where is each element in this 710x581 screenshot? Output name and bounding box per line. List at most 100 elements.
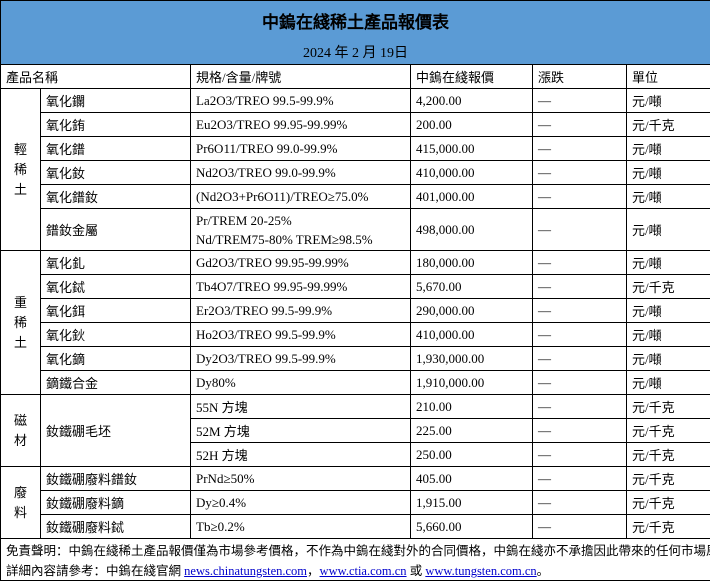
- report-date: 2024 年 2 月 19日: [1, 41, 710, 65]
- unit: 元/噸: [627, 185, 710, 209]
- unit: 元/噸: [627, 209, 710, 251]
- product-spec: Pr/TREM 20-25%Nd/TREM75-80% TREM≥98.5%: [191, 209, 411, 251]
- product-spec: Dy80%: [191, 371, 411, 395]
- price-change: —: [533, 347, 627, 371]
- price: 5,670.00: [411, 275, 533, 299]
- price-change: —: [533, 419, 627, 443]
- reference-line: 詳細內容請參考：中鎢在綫官網 news.chinatungsten.com，ww…: [1, 560, 710, 581]
- product-name: 氧化釓: [41, 251, 191, 275]
- product-spec: Er2O3/TREO 99.5-99.9%: [191, 299, 411, 323]
- price-change: —: [533, 323, 627, 347]
- price: 405.00: [411, 467, 533, 491]
- product-spec: La2O3/TREO 99.5-99.9%: [191, 89, 411, 113]
- col-header-spec: 規格/含量/牌號: [191, 65, 411, 89]
- price-change: —: [533, 467, 627, 491]
- separator: ，: [307, 564, 320, 578]
- product-spec: Dy2O3/TREO 99.5-99.9%: [191, 347, 411, 371]
- price-change: —: [533, 371, 627, 395]
- price: 250.00: [411, 443, 533, 467]
- price: 498,000.00: [411, 209, 533, 251]
- product-name: 氧化銪: [41, 113, 191, 137]
- col-header-change: 漲跌: [533, 65, 627, 89]
- link-tungsten[interactable]: www.tungsten.com.cn: [425, 564, 536, 578]
- group-label: 重稀土: [1, 251, 41, 395]
- unit: 元/千克: [627, 395, 710, 419]
- price: 210.00: [411, 395, 533, 419]
- unit: 元/噸: [627, 347, 710, 371]
- reference-prefix: 詳細內容請參考：中鎢在綫官網: [6, 564, 184, 578]
- price-change: —: [533, 443, 627, 467]
- col-header-name: 產品名稱: [1, 65, 191, 89]
- unit: 元/噸: [627, 251, 710, 275]
- unit: 元/千克: [627, 443, 710, 467]
- group-label: 輕稀土: [1, 89, 41, 251]
- product-spec: Dy≥0.4%: [191, 491, 411, 515]
- col-header-unit: 單位: [627, 65, 710, 89]
- price: 1,915.00: [411, 491, 533, 515]
- link-ctia[interactable]: www.ctia.com.cn: [320, 564, 407, 578]
- product-name: 釹鐵硼毛坯: [41, 395, 191, 467]
- price-change: —: [533, 251, 627, 275]
- product-name: 釹鐵硼廢料鋱: [41, 515, 191, 539]
- price-change: —: [533, 137, 627, 161]
- unit: 元/噸: [627, 161, 710, 185]
- product-name: 釹鐵硼廢料鐠釹: [41, 467, 191, 491]
- group-label: 磁材: [1, 395, 41, 467]
- product-name: 氧化鏑: [41, 347, 191, 371]
- price-change: —: [533, 185, 627, 209]
- spec-line: Pr/TREM 20-25%: [196, 211, 405, 230]
- product-name: 氧化鐠釹: [41, 185, 191, 209]
- price-change: —: [533, 113, 627, 137]
- unit: 元/千克: [627, 491, 710, 515]
- price: 401,000.00: [411, 185, 533, 209]
- price-change: —: [533, 275, 627, 299]
- product-name: 氧化鈥: [41, 323, 191, 347]
- price-change: —: [533, 395, 627, 419]
- unit: 元/噸: [627, 137, 710, 161]
- link-news-chinatungsten[interactable]: news.chinatungsten.com: [184, 564, 307, 578]
- price: 415,000.00: [411, 137, 533, 161]
- price: 180,000.00: [411, 251, 533, 275]
- product-name: 氧化鐠: [41, 137, 191, 161]
- product-name: 氧化鉺: [41, 299, 191, 323]
- product-spec: (Nd2O3+Pr6O11)/TREO≥75.0%: [191, 185, 411, 209]
- product-name: 氧化鋱: [41, 275, 191, 299]
- unit: 元/千克: [627, 467, 710, 491]
- price: 1,930,000.00: [411, 347, 533, 371]
- group-label: 廢料: [1, 467, 41, 539]
- price: 1,910,000.00: [411, 371, 533, 395]
- product-spec: PrNd≥50%: [191, 467, 411, 491]
- product-name: 鐠釹金屬: [41, 209, 191, 251]
- disclaimer: 免責聲明：中鎢在綫稀土產品報價僅為市場參考價格，不作為中鎢在綫對外的合同價格，中…: [1, 539, 710, 560]
- period: 。: [537, 564, 550, 578]
- price: 410,000.00: [411, 161, 533, 185]
- unit: 元/噸: [627, 323, 710, 347]
- separator: 或: [407, 564, 426, 578]
- product-spec: Gd2O3/TREO 99.95-99.99%: [191, 251, 411, 275]
- col-header-price: 中鎢在綫報價: [411, 65, 533, 89]
- price-change: —: [533, 299, 627, 323]
- price-change: —: [533, 161, 627, 185]
- product-spec: Eu2O3/TREO 99.95-99.99%: [191, 113, 411, 137]
- header-row: 產品名稱 規格/含量/牌號 中鎢在綫報價 漲跌 單位: [1, 65, 710, 89]
- price: 290,000.00: [411, 299, 533, 323]
- product-name: 氧化釹: [41, 161, 191, 185]
- product-spec: Ho2O3/TREO 99.5-99.9%: [191, 323, 411, 347]
- product-spec: Nd2O3/TREO 99.0-99.9%: [191, 161, 411, 185]
- product-spec: 55N 方塊: [191, 395, 411, 419]
- page-title: 中鎢在綫稀土產品報價表: [1, 1, 710, 41]
